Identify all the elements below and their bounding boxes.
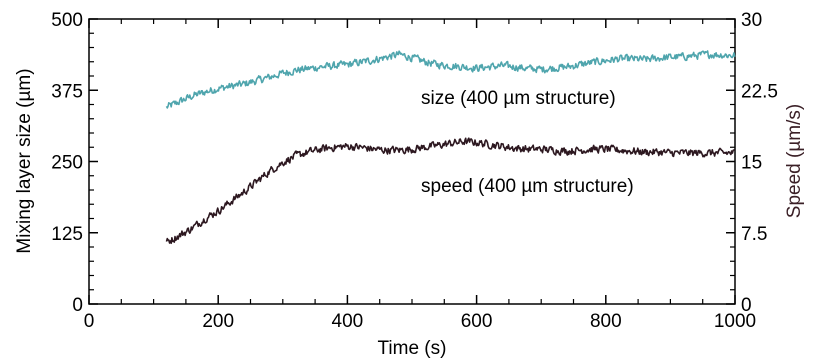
right-tick-label: 7.5 [741,224,767,245]
left-axis-title: Mixing layer size (µm) [14,68,35,253]
x-axis-title: Time (s) [378,338,447,359]
x-tick-label: 800 [590,311,622,332]
left-tick-label: 250 [51,153,83,174]
right-tick-label: 22.5 [741,81,778,102]
right-tick-label: 30 [741,10,762,31]
left-tick-label: 125 [51,224,83,245]
right-tick-label: 15 [741,153,762,174]
annotation-size: size (400 µm structure) [421,88,616,109]
x-tick-label: 200 [202,311,234,332]
x-tick-label: 400 [332,311,364,332]
right-tick-label: 0 [741,295,752,316]
annotation-speed: speed (400 µm structure) [421,176,634,197]
x-tick-label: 1000 [714,311,756,332]
ticks-layer: 0 200 400 600 800 1000012525037550007.51522.5… [51,10,778,332]
x-tick-label: 600 [461,311,493,332]
left-tick-label: 0 [72,295,83,316]
left-tick-label: 500 [51,10,83,31]
series-layer [165,50,736,245]
left-tick-label: 375 [51,81,83,102]
right-axis-title: Speed (µm/s) [784,104,805,218]
series-line-speed [165,137,735,245]
x-tick-label: 0 [84,311,95,332]
series-line-size [165,50,736,109]
